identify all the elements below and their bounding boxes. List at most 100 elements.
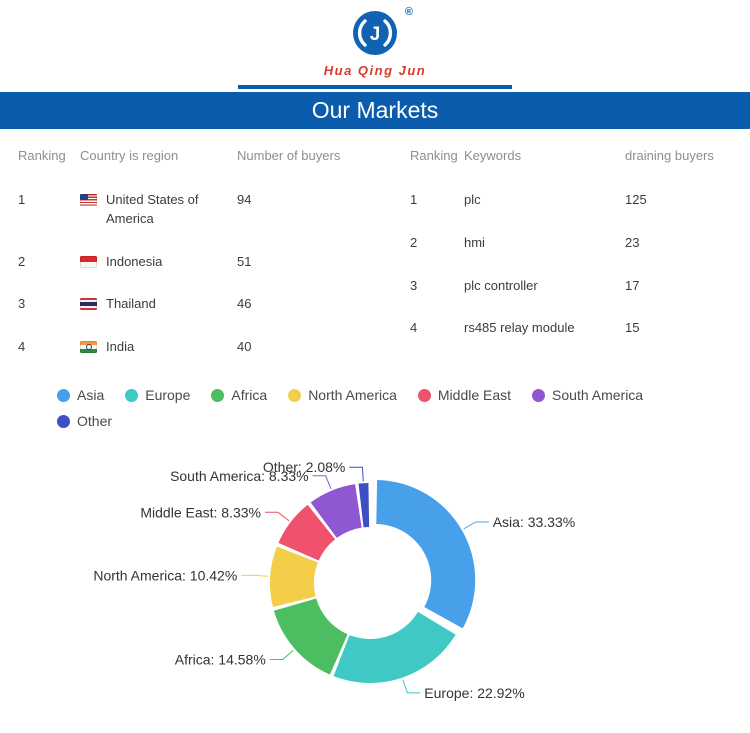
legend-item-south-america[interactable]: South America (532, 387, 643, 403)
legend-label: Asia (77, 387, 105, 404)
rank-cell: 4 (18, 339, 26, 355)
company-logo-icon: J (353, 11, 397, 55)
legend-dot-other (57, 414, 70, 428)
col-header-ranking: Ranking (410, 148, 458, 163)
buyers-count-cell: 125 (625, 191, 647, 207)
market-share-pie-chart: Asia: 33.33% Europe: 22.92% Africa: 14.58%… (93, 459, 576, 701)
table-row: 4 rs485 relay module 15 (410, 319, 728, 338)
registered-trademark: ® (404, 6, 413, 18)
legend-label: Europe (145, 387, 191, 404)
legend-item-north-america[interactable]: North America (288, 387, 397, 403)
rank-cell: 1 (18, 191, 26, 207)
buyers-count-cell: 17 (625, 277, 640, 293)
rank-cell: 3 (18, 296, 26, 312)
col-header-number-of-buyers: Number of buyers (237, 148, 341, 163)
buyers-count-cell: 94 (237, 191, 252, 207)
keywords-table: Ranking Keywords draining buyers 1 plc 125… (410, 147, 728, 381)
chart-legend: Asia Europe Africa North America Middle East… (57, 387, 682, 429)
keywords-table-body: 1 plc 125 2 hmi 23 3 plc controller 17 4 rs485 rel… (410, 191, 728, 338)
rank-cell: 3 (410, 277, 418, 293)
country-cell: United States of America (80, 191, 237, 229)
col-header-country-region: Country is region (80, 148, 179, 163)
pie-slice-middle-east[interactable] (278, 504, 336, 561)
legend-dot-south-america (532, 388, 546, 402)
pie-label-europe: Europe: 22.92% (424, 685, 524, 701)
country-name: Thailand (106, 296, 156, 312)
col-header-keywords: Keywords (464, 148, 522, 163)
country-cell: India (80, 338, 237, 357)
keyword-cell: plc (464, 191, 481, 207)
pie-slice-north-america[interactable] (269, 546, 318, 608)
legend-dot-africa (211, 388, 225, 402)
table-row: 3 Thailand 46 (18, 295, 410, 314)
buyers-count-cell: 46 (237, 296, 252, 312)
pie-slice-asia[interactable] (376, 480, 476, 629)
rank-cell: 1 (410, 191, 418, 207)
col-header-ranking: Ranking (18, 148, 66, 163)
india-flag-icon (80, 341, 97, 354)
table-row: 2 Indonesia 51 (18, 253, 410, 272)
legend-dot-north-america (288, 388, 302, 402)
country-name: India (106, 339, 135, 355)
legend-label: South America (552, 387, 644, 404)
legend-item-africa[interactable]: Africa (211, 387, 267, 403)
rank-cell: 2 (18, 253, 26, 269)
section-banner: Our Markets (0, 92, 750, 129)
country-name: United States of America (106, 191, 199, 226)
legend-dot-middle-east (417, 388, 431, 402)
legend-item-asia[interactable]: Asia (57, 387, 104, 403)
rankings-section: Ranking Country is region Number of buye… (0, 129, 750, 381)
indonesia-flag-icon (80, 255, 97, 268)
legend-item-europe[interactable]: Europe (125, 387, 190, 403)
rank-cell: 4 (410, 320, 418, 336)
countries-table-body: 1 United States of America 94 2 Indonesia 51 3… (18, 191, 410, 357)
buyers-count-cell: 51 (237, 253, 252, 269)
legend-label: North America (308, 387, 397, 404)
company-logo: J ® (352, 7, 413, 56)
table-row: 1 plc 125 (410, 191, 728, 210)
keyword-cell: plc controller (464, 277, 538, 293)
legend-label: Other (77, 413, 113, 430)
label-line-europe (402, 679, 421, 694)
country-cell: Thailand (80, 295, 237, 314)
buyers-count-cell: 40 (237, 339, 252, 355)
pie-slice-south-america[interactable] (310, 484, 362, 538)
label-line-other (349, 466, 364, 482)
label-line-asia (463, 521, 489, 530)
pie-label-north-america: North America: 10.42% (93, 567, 237, 583)
legend-dot-asia (57, 388, 70, 402)
table-row: 4 India 40 (18, 338, 410, 357)
label-line-middle-east (265, 511, 290, 522)
brand-name: Hua Qing Jun (323, 63, 427, 78)
legend-item-middle-east[interactable]: Middle East (417, 387, 512, 404)
pie-label-asia: Asia: 33.33% (493, 514, 576, 530)
country-name: Indonesia (106, 253, 163, 269)
keyword-cell: hmi (464, 234, 485, 250)
legend-dot-europe (125, 388, 139, 402)
pie-label-africa: Africa: 14.58% (175, 652, 266, 668)
keywords-table-header: Ranking Keywords draining buyers (410, 147, 728, 166)
thailand-flag-icon (80, 298, 97, 311)
keyword-cell: rs485 relay module (464, 320, 575, 336)
table-row: 3 plc controller 17 (410, 277, 728, 296)
pie-label-middle-east: Middle East: 8.33% (140, 504, 261, 520)
united-states-of-america-flag-icon (80, 193, 97, 206)
countries-table-header: Ranking Country is region Number of buye… (18, 147, 410, 166)
label-line-africa (269, 649, 294, 661)
pie-slice-europe[interactable] (333, 611, 456, 684)
col-header-draining-buyers: draining buyers (625, 148, 714, 163)
countries-table: Ranking Country is region Number of buye… (18, 147, 410, 381)
legend-item-other[interactable]: Other (57, 413, 112, 429)
legend-label: Middle East (437, 387, 512, 404)
table-row: 1 United States of America 94 (18, 191, 410, 229)
buyers-count-cell: 15 (625, 320, 640, 336)
label-line-south-america (312, 475, 332, 490)
legend-label: Africa (231, 387, 268, 404)
pie-slice-other[interactable] (358, 483, 370, 528)
page-header: J ® Hua Qing Jun (0, 0, 750, 89)
header-divider (238, 85, 512, 89)
rank-cell: 2 (410, 234, 418, 250)
section-title: Our Markets (311, 97, 439, 123)
table-row: 2 hmi 23 (410, 234, 728, 253)
pie-slice-africa[interactable] (273, 598, 348, 675)
